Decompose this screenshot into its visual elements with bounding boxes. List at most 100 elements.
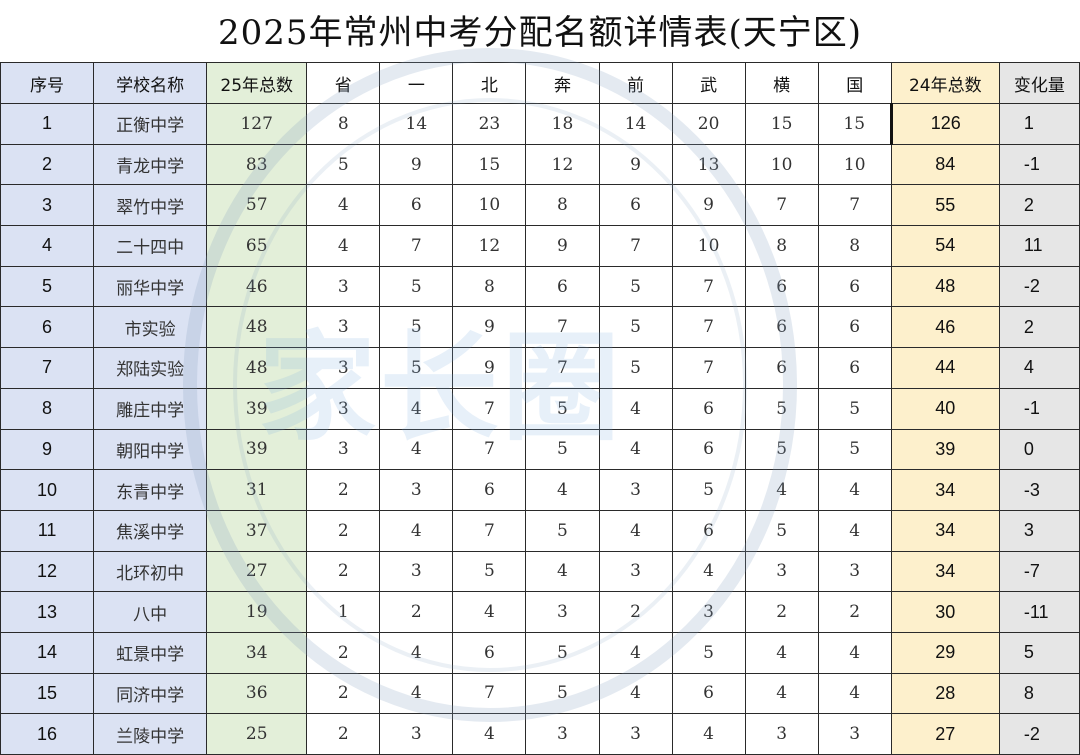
cell-seq: 1 bbox=[0, 103, 95, 145]
cell-quota-wu: 4 bbox=[671, 713, 746, 755]
cell-total-2024: 34 bbox=[890, 509, 1000, 552]
cell-quota-heng: 3 bbox=[744, 713, 819, 755]
cell-seq: 14 bbox=[0, 631, 95, 674]
cell-quota-wu: 7 bbox=[671, 306, 746, 349]
cell-quota-heng: 6 bbox=[744, 265, 819, 308]
table-row: 14 虹景中学 34 2 4 6 5 4 5 4 4 29 5 bbox=[0, 631, 1080, 674]
table-row: 1 正衡中学 127 8 14 23 18 14 20 15 15 126 1 bbox=[0, 103, 1080, 145]
cell-total-2025: 36 bbox=[206, 672, 308, 715]
cell-quota-guo: 8 bbox=[817, 225, 892, 267]
cell-school-name: 市实验 bbox=[93, 306, 208, 349]
cell-quota-guo: 3 bbox=[817, 713, 892, 755]
table-row: 12 北环初中 27 2 3 5 4 3 4 3 3 34 -7 bbox=[0, 550, 1080, 593]
header-quota-ben: 奔 bbox=[525, 62, 600, 104]
cell-change: 8 bbox=[998, 672, 1080, 715]
table-row: 10 东青中学 31 2 3 6 4 3 5 4 4 34 -3 bbox=[0, 469, 1080, 511]
table-row: 2 青龙中学 83 5 9 15 12 9 13 10 10 84 -1 bbox=[0, 143, 1080, 186]
cell-total-2024: 30 bbox=[890, 591, 1000, 633]
cell-total-2024: 54 bbox=[890, 225, 1000, 267]
cell-quota-wu: 20 bbox=[671, 103, 746, 145]
cell-school-name: 正衡中学 bbox=[93, 103, 208, 145]
cell-quota-heng: 4 bbox=[744, 469, 819, 511]
cell-total-2025: 39 bbox=[206, 387, 308, 430]
cell-quota-guo: 6 bbox=[817, 306, 892, 349]
cell-quota-yi: 2 bbox=[379, 591, 454, 633]
cell-total-2024: 28 bbox=[890, 672, 1000, 715]
header-total-2024: 24年总数 bbox=[890, 62, 1000, 104]
cell-quota-heng: 7 bbox=[744, 184, 819, 227]
cell-quota-sheng: 8 bbox=[306, 103, 381, 145]
cell-quota-bei: 7 bbox=[452, 672, 527, 715]
cell-quota-guo: 2 bbox=[817, 591, 892, 633]
header-school-name: 学校名称 bbox=[93, 62, 208, 104]
cell-school-name: 翠竹中学 bbox=[93, 184, 208, 227]
cell-quota-yi: 4 bbox=[379, 672, 454, 715]
cell-quota-bei: 6 bbox=[452, 631, 527, 674]
header-quota-bei: 北 bbox=[452, 62, 527, 104]
cell-quota-ben: 6 bbox=[525, 265, 600, 308]
cell-quota-bei: 10 bbox=[452, 184, 527, 227]
cell-quota-ben: 4 bbox=[525, 469, 600, 511]
cell-quota-guo: 4 bbox=[817, 631, 892, 674]
cell-change: -1 bbox=[998, 143, 1080, 186]
cell-quota-ben: 5 bbox=[525, 428, 600, 471]
cell-quota-sheng: 1 bbox=[306, 591, 381, 633]
cell-change: -2 bbox=[998, 265, 1080, 308]
cell-quota-bei: 9 bbox=[452, 306, 527, 349]
cell-total-2025: 46 bbox=[206, 265, 308, 308]
cell-quota-wu: 6 bbox=[671, 672, 746, 715]
header-quota-guo: 国 bbox=[817, 62, 892, 104]
header-quota-heng: 横 bbox=[744, 62, 819, 104]
cell-school-name: 同济中学 bbox=[93, 672, 208, 715]
cell-total-2024: 40 bbox=[890, 387, 1000, 430]
cell-total-2024: 27 bbox=[890, 713, 1000, 755]
cell-quota-sheng: 2 bbox=[306, 509, 381, 552]
cell-quota-yi: 7 bbox=[379, 225, 454, 267]
cell-quota-heng: 4 bbox=[744, 631, 819, 674]
cell-total-2024: 34 bbox=[890, 469, 1000, 511]
cell-quota-qian: 6 bbox=[598, 184, 673, 227]
table-row: 5 丽华中学 46 3 5 8 6 5 7 6 6 48 -2 bbox=[0, 265, 1080, 308]
cell-total-2025: 37 bbox=[206, 509, 308, 552]
cell-school-name: 朝阳中学 bbox=[93, 428, 208, 471]
cell-quota-guo: 5 bbox=[817, 387, 892, 430]
cell-quota-sheng: 4 bbox=[306, 225, 381, 267]
cell-quota-ben: 5 bbox=[525, 631, 600, 674]
cell-change: 1 bbox=[998, 103, 1080, 145]
cell-quota-yi: 14 bbox=[379, 103, 454, 145]
cell-seq: 7 bbox=[0, 347, 95, 389]
table-row: 7 郑陆实验 48 3 5 9 7 5 7 6 6 44 4 bbox=[0, 347, 1080, 389]
page-title: 2025年常州中考分配名额详情表(天宁区) bbox=[217, 12, 863, 53]
cell-quota-heng: 5 bbox=[744, 509, 819, 552]
cell-quota-bei: 8 bbox=[452, 265, 527, 308]
cell-quota-guo: 10 bbox=[817, 143, 892, 186]
cell-change: 2 bbox=[998, 184, 1080, 227]
cell-quota-ben: 4 bbox=[525, 550, 600, 593]
header-quota-sheng: 省 bbox=[306, 62, 381, 104]
cell-quota-wu: 4 bbox=[671, 550, 746, 593]
cell-change: 3 bbox=[998, 509, 1080, 552]
cell-quota-guo: 6 bbox=[817, 347, 892, 389]
cell-quota-heng: 4 bbox=[744, 672, 819, 715]
cell-total-2025: 19 bbox=[206, 591, 308, 633]
cell-change: 4 bbox=[998, 347, 1080, 389]
cell-total-2024: 46 bbox=[890, 306, 1000, 349]
table-header-row: 序号 学校名称 25年总数省一北奔前武横国 24年总数 变化量 bbox=[0, 62, 1080, 104]
cell-change: 0 bbox=[998, 428, 1080, 471]
cell-total-2024: 34 bbox=[890, 550, 1000, 593]
cell-quota-wu: 13 bbox=[671, 143, 746, 186]
cell-seq: 6 bbox=[0, 306, 95, 349]
cell-total-2025: 48 bbox=[206, 347, 308, 389]
cell-quota-ben: 3 bbox=[525, 591, 600, 633]
cell-quota-qian: 5 bbox=[598, 347, 673, 389]
cell-seq: 13 bbox=[0, 591, 95, 633]
cell-seq: 8 bbox=[0, 387, 95, 430]
cell-quota-ben: 3 bbox=[525, 713, 600, 755]
cell-seq: 9 bbox=[0, 428, 95, 471]
cell-quota-heng: 15 bbox=[744, 103, 819, 145]
cell-quota-bei: 5 bbox=[452, 550, 527, 593]
cell-quota-bei: 7 bbox=[452, 387, 527, 430]
cell-seq: 5 bbox=[0, 265, 95, 308]
cell-quota-yi: 3 bbox=[379, 469, 454, 511]
cell-change: 2 bbox=[998, 306, 1080, 349]
